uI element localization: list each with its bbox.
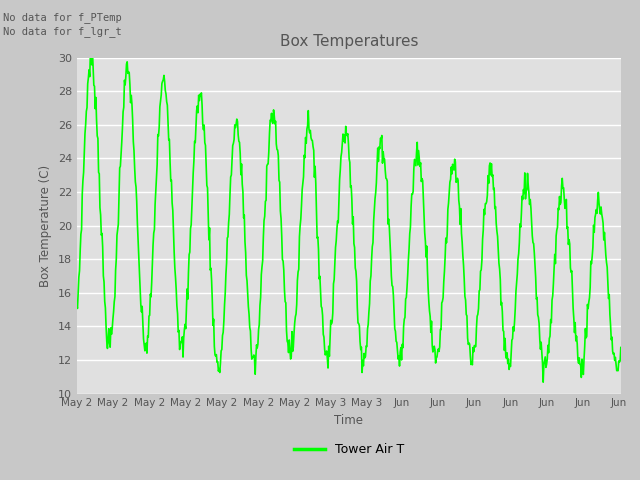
- Title: Box Temperatures: Box Temperatures: [280, 35, 418, 49]
- Text: No data for f_PTemp: No data for f_PTemp: [3, 12, 122, 23]
- Y-axis label: Box Temperature (C): Box Temperature (C): [39, 165, 52, 287]
- X-axis label: Time: Time: [334, 414, 364, 427]
- Text: No data for f_lgr_t: No data for f_lgr_t: [3, 26, 122, 37]
- Legend: Tower Air T: Tower Air T: [289, 438, 409, 461]
- Text: SI_met: SI_met: [0, 479, 1, 480]
